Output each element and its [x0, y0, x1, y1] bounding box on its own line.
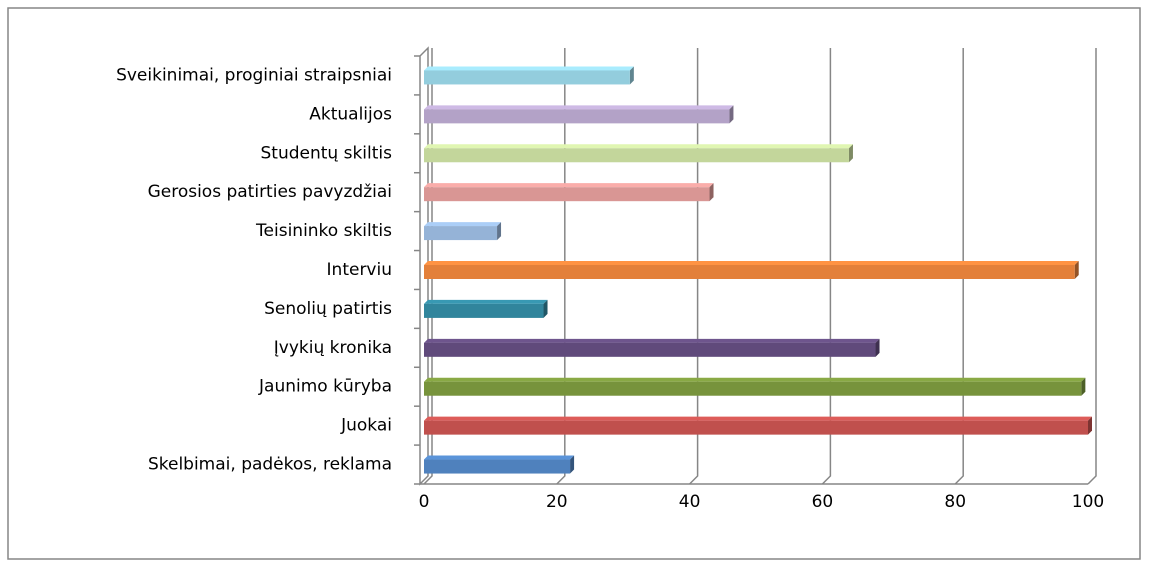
bar — [424, 459, 571, 474]
bar-top — [424, 338, 880, 343]
y-tick-label: Skelbimai, padėkos, reklama — [148, 455, 392, 475]
x-tick-label: 20 — [546, 492, 568, 512]
bar-end — [1074, 261, 1079, 279]
x-tick-label: 100 — [1072, 492, 1104, 512]
bar-top — [424, 222, 502, 227]
y-tick-label: Sveikinimai, proginiai straipsniai — [116, 65, 392, 85]
bar-end — [848, 144, 853, 163]
x-tick-label: 40 — [679, 492, 701, 512]
x-tick-label: 80 — [944, 492, 966, 512]
y-tick-label: Aktualijos — [309, 104, 392, 124]
bar — [424, 70, 630, 85]
bar — [424, 109, 730, 124]
y-tick-label: Įvykių kronika — [274, 338, 392, 358]
bar — [424, 265, 1075, 279]
bar-top — [424, 299, 548, 304]
y-tick-label: Teisininko skiltis — [255, 221, 392, 241]
y-tick-label: Jaunimo kūryba — [258, 377, 392, 397]
bar-end — [629, 66, 634, 85]
x-tick-label: 0 — [419, 492, 430, 512]
bar — [424, 303, 544, 318]
bar-top — [424, 66, 634, 71]
bar — [424, 226, 498, 241]
grid-line — [1087, 48, 1097, 485]
bar — [424, 381, 1082, 396]
bar-top — [424, 144, 853, 149]
bar-end — [709, 183, 714, 202]
bar-top — [424, 105, 734, 110]
x-tick-label: 60 — [812, 492, 834, 512]
bar-end — [875, 338, 880, 357]
y-tick-label: Gerosios patirties pavyzdžiai — [148, 182, 392, 202]
bar-end — [570, 455, 575, 474]
y-tick-label: Studentų skiltis — [261, 143, 393, 163]
y-tick-label: Senolių patirtis — [264, 299, 392, 319]
y-tick-label: Juokai — [340, 416, 392, 436]
bar — [424, 420, 1088, 435]
bar — [424, 342, 876, 357]
bar-top — [424, 377, 1086, 382]
bar-top — [424, 455, 575, 460]
y-tick-label: Interviu — [327, 260, 392, 280]
left-wall — [419, 46, 429, 486]
bar-end — [1081, 377, 1086, 396]
bar — [424, 187, 710, 202]
grid-line — [821, 48, 832, 485]
bar-top — [424, 183, 714, 188]
bar-end — [497, 222, 502, 241]
bar — [424, 148, 849, 163]
bar-end — [543, 299, 548, 318]
bar-top — [424, 261, 1079, 265]
bar-end — [729, 105, 734, 124]
chart-frame — [7, 7, 1141, 560]
bar-end — [1088, 416, 1092, 435]
bar-top — [424, 416, 1092, 421]
grid-line — [954, 48, 964, 485]
